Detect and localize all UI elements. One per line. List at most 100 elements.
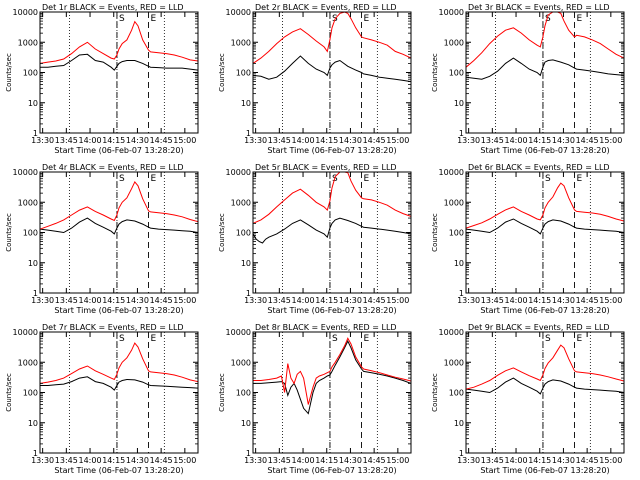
y-tick-label: 100	[236, 229, 251, 238]
x-tick-label: 14:00	[292, 136, 315, 145]
x-tick-label: 13:45	[55, 136, 78, 145]
plot-frame	[252, 331, 412, 454]
x-tick-label: 14:45	[363, 136, 386, 145]
x-tick-label: 13:45	[268, 136, 291, 145]
x-tick-label: 13:30	[457, 296, 480, 305]
start-marker-label: S	[332, 334, 338, 344]
y-tick-label: 1000	[231, 198, 251, 207]
x-tick-label: 14:00	[505, 456, 528, 465]
y-tick-label: 10	[454, 419, 464, 428]
x-tick-label: 14:15	[315, 296, 338, 305]
y-tick-label: 100	[23, 389, 38, 398]
start-marker-label: S	[545, 334, 551, 344]
y-tick-label: 10000	[226, 168, 251, 177]
y-tick-label: 1	[459, 289, 464, 298]
x-tick-label: 14:45	[150, 296, 173, 305]
plot-title: Det 6r BLACK = Events, RED = LLD	[468, 163, 610, 172]
x-tick-label: 13:30	[457, 456, 480, 465]
y-tick-label: 100	[236, 389, 251, 398]
x-tick-label: 13:45	[481, 296, 504, 305]
x-tick-label: 14:30	[552, 456, 575, 465]
start-marker-label: S	[545, 174, 551, 184]
plot-title: Det 5r BLACK = Events, RED = LLD	[255, 163, 397, 172]
x-tick-label: 13:30	[244, 456, 267, 465]
plot-title: Det 1r BLACK = Events, RED = LLD	[42, 3, 184, 12]
lld-series-line	[40, 20, 198, 64]
x-tick-label: 14:15	[102, 136, 125, 145]
plot-panel-4: Det 4r BLACK = Events, RED = LLD S E 1 10 100…	[5, 163, 199, 315]
x-tick-label: 15:00	[599, 136, 622, 145]
y-tick-label: 10	[28, 99, 38, 108]
lld-series-line	[466, 344, 624, 390]
y-tick-label: 1	[246, 129, 251, 138]
y-tick-label: 1000	[231, 38, 251, 47]
x-tick-label: 13:30	[244, 136, 267, 145]
x-tick-label: 14:45	[363, 296, 386, 305]
x-axis-label: Start Time (06-Feb-07 13:28:20)	[54, 306, 183, 315]
y-tick-label: 10000	[13, 168, 38, 177]
x-tick-label: 14:30	[126, 136, 149, 145]
x-axis-label: Start Time (06-Feb-07 13:28:20)	[267, 146, 396, 155]
y-tick-label: 100	[23, 229, 38, 238]
y-tick-label: 10000	[13, 8, 38, 17]
x-tick-label: 14:45	[150, 136, 173, 145]
x-tick-label: 14:15	[102, 296, 125, 305]
lld-series-line	[40, 180, 198, 230]
y-tick-label: 10	[241, 259, 251, 268]
plot-title: Det 7r BLACK = Events, RED = LLD	[42, 323, 184, 332]
lld-series-line	[466, 12, 624, 68]
x-tick-label: 15:00	[599, 456, 622, 465]
plot-frame	[39, 11, 199, 134]
x-tick-label: 15:00	[386, 296, 409, 305]
x-tick-label: 14:15	[528, 456, 551, 465]
x-tick-label: 14:00	[79, 456, 102, 465]
x-axis-label: Start Time (06-Feb-07 13:28:20)	[54, 146, 183, 155]
end-marker-label: E	[364, 174, 370, 184]
y-tick-label: 1	[459, 449, 464, 458]
y-axis-label: Counts/sec	[431, 373, 439, 412]
start-marker-label: S	[119, 174, 125, 184]
y-tick-label: 10	[28, 419, 38, 428]
lld-series-line	[253, 172, 411, 224]
y-tick-label: 10000	[13, 328, 38, 337]
x-tick-label: 13:45	[268, 296, 291, 305]
x-tick-label: 14:00	[505, 136, 528, 145]
y-tick-label: 100	[23, 69, 38, 78]
x-tick-label: 14:00	[292, 456, 315, 465]
x-tick-label: 14:30	[126, 296, 149, 305]
y-tick-label: 1	[246, 289, 251, 298]
x-axis-label: Start Time (06-Feb-07 13:28:20)	[480, 466, 609, 475]
x-tick-label: 14:30	[339, 296, 362, 305]
plot-panel-3: Det 3r BLACK = Events, RED = LLD S E 1 10 100…	[431, 3, 625, 155]
end-marker-label: E	[577, 334, 583, 344]
y-tick-label: 100	[449, 69, 464, 78]
y-tick-label: 1	[33, 449, 38, 458]
x-tick-label: 14:30	[126, 456, 149, 465]
x-tick-label: 15:00	[173, 136, 196, 145]
x-tick-label: 13:30	[31, 296, 54, 305]
x-tick-label: 13:45	[55, 456, 78, 465]
y-tick-label: 100	[449, 229, 464, 238]
x-tick-label: 14:15	[528, 136, 551, 145]
x-tick-label: 14:00	[505, 296, 528, 305]
lld-series-line	[253, 337, 411, 405]
y-tick-label: 100	[236, 69, 251, 78]
plot-title: Det 3r BLACK = Events, RED = LLD	[468, 3, 610, 12]
x-tick-label: 14:00	[79, 136, 102, 145]
y-tick-label: 10	[241, 419, 251, 428]
x-tick-label: 14:45	[150, 456, 173, 465]
x-tick-label: 13:30	[244, 296, 267, 305]
y-axis-label: Counts/sec	[431, 213, 439, 252]
x-tick-label: 15:00	[173, 296, 196, 305]
x-axis-label: Start Time (06-Feb-07 13:28:20)	[54, 466, 183, 475]
events-series-line	[40, 376, 198, 391]
x-tick-label: 14:30	[339, 136, 362, 145]
y-tick-label: 1000	[18, 198, 38, 207]
events-series-line	[253, 217, 411, 244]
y-tick-label: 10000	[439, 8, 464, 17]
y-tick-label: 1000	[231, 358, 251, 367]
y-tick-label: 1000	[444, 358, 464, 367]
x-tick-label: 14:15	[315, 136, 338, 145]
y-tick-label: 10000	[439, 168, 464, 177]
